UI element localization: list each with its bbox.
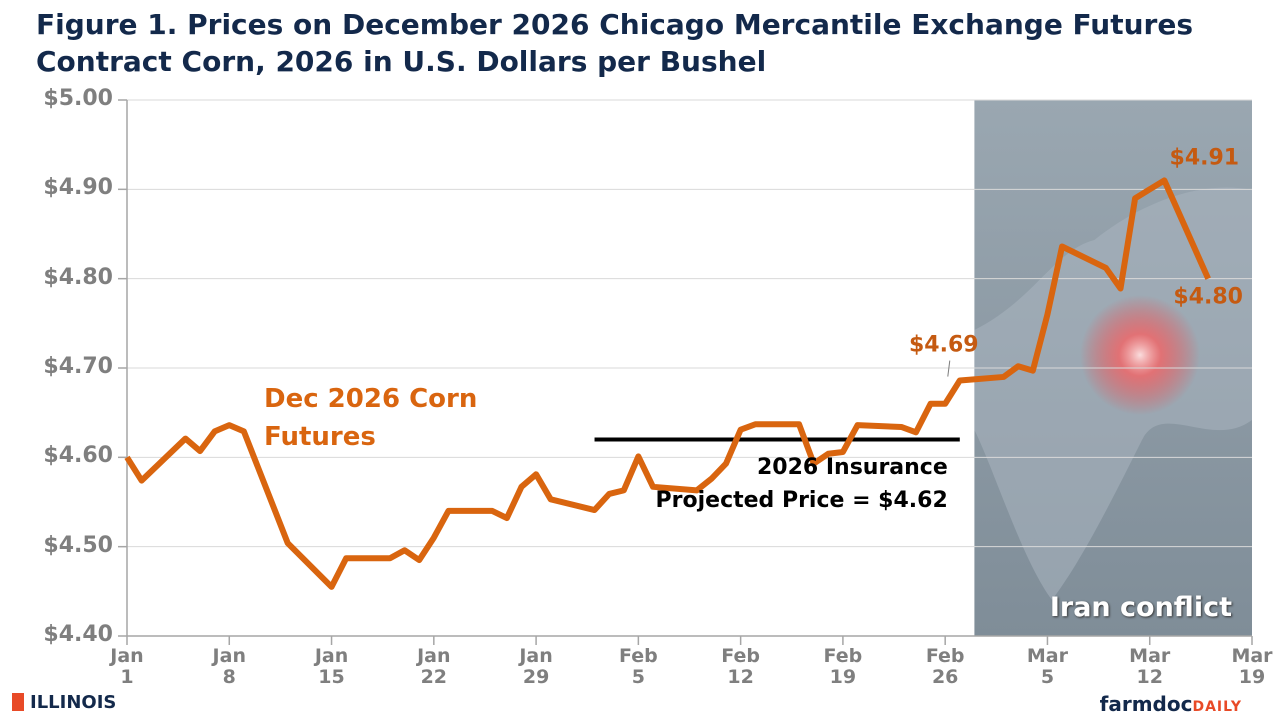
- y-tick-label: $4.70: [43, 354, 113, 379]
- chart-title: Figure 1. Prices on December 2026 Chicag…: [36, 8, 1194, 78]
- x-tick-label: Feb 19: [823, 645, 863, 688]
- label-leader: [947, 360, 951, 377]
- y-tick-label: $5.00: [43, 86, 113, 111]
- logo-mark: [12, 693, 24, 711]
- x-tick-label: Jan 29: [519, 645, 553, 688]
- x-tick-label: Feb 12: [721, 645, 760, 688]
- data-label: $4.69: [908, 332, 979, 357]
- x-tick-label: Mar 12: [1129, 645, 1171, 688]
- brand-accent: DAILY: [1192, 699, 1242, 715]
- x-tick-label: Jan 1: [110, 645, 144, 688]
- x-tick-label: Jan 8: [212, 645, 246, 688]
- shaded-label: Iran conflict: [1049, 592, 1232, 623]
- y-tick-label: $4.90: [43, 175, 113, 201]
- y-tick-label: $4.80: [43, 264, 113, 290]
- x-tick-label: Feb 5: [619, 645, 658, 688]
- brand-main: farmdoc: [1099, 692, 1193, 716]
- x-tick-label: Jan 15: [314, 645, 349, 688]
- y-tick-label: $4.50: [43, 532, 113, 558]
- footer-left: ILLINOIS: [30, 692, 117, 713]
- y-tick-label: $4.60: [43, 443, 113, 469]
- reference-label: 2026 Insurance: [756, 455, 948, 481]
- reference-label: Projected Price = $4.62: [655, 488, 948, 514]
- conflict-glow: [1080, 295, 1200, 415]
- series-line: [124, 177, 1211, 590]
- data-label: $4.80: [1173, 284, 1243, 310]
- footer-logo: ILLINOIS: [12, 692, 116, 713]
- footer-brand: farmdocDAILY: [1100, 692, 1242, 716]
- x-tick-label: Jan 22: [417, 645, 451, 688]
- x-tick-label: Feb 26: [925, 645, 965, 688]
- series-label: Dec 2026 Corn Futures: [264, 384, 478, 452]
- x-tick-label: Mar 19: [1231, 645, 1273, 688]
- data-label: $4.91: [1169, 145, 1240, 171]
- y-tick-label: $4.40: [43, 622, 113, 647]
- x-tick-label: Mar 5: [1026, 645, 1068, 688]
